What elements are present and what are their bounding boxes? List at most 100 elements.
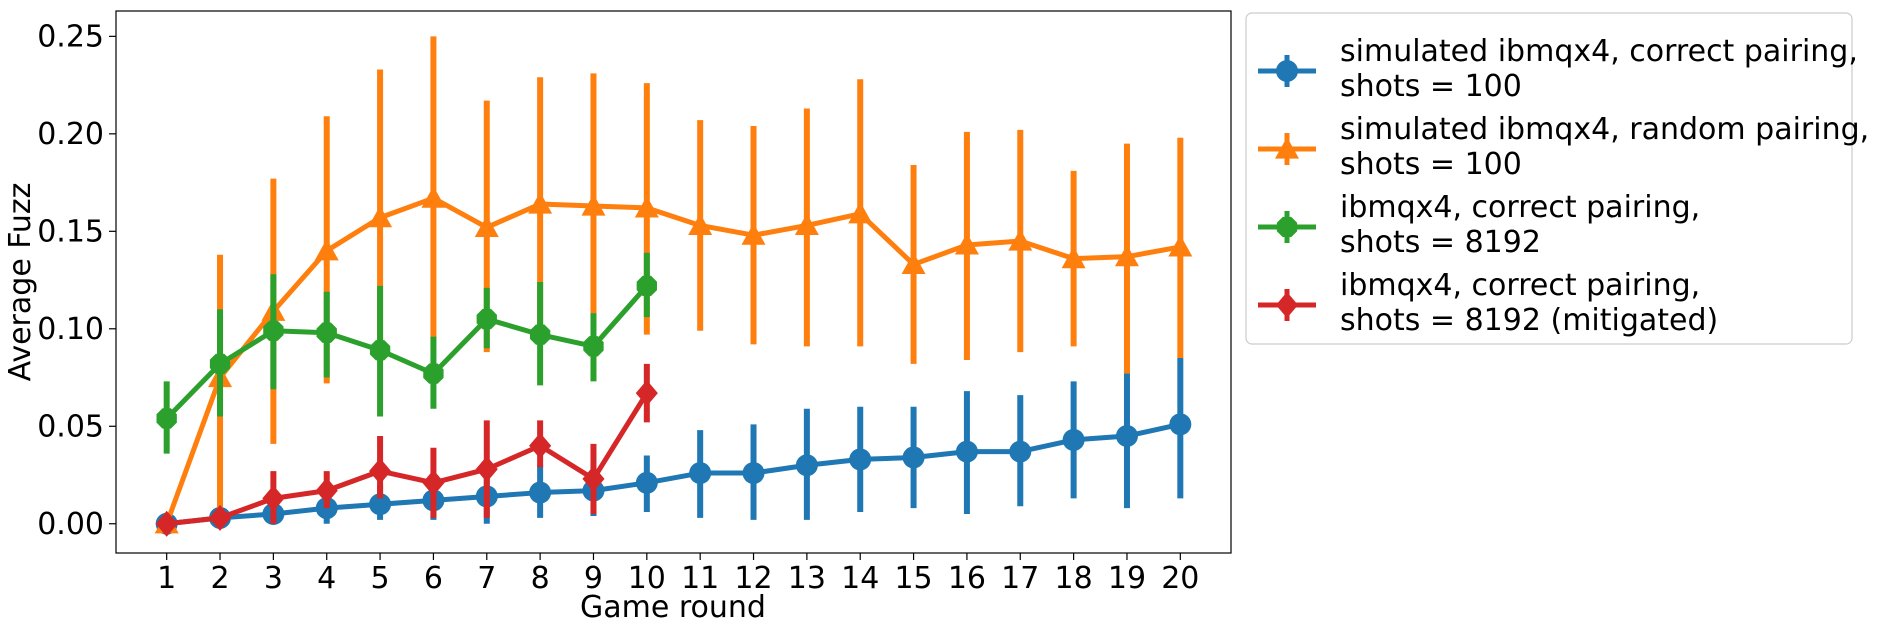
data-point xyxy=(423,363,444,384)
axes: 1 2 3 4 5 6 7 8 9 10 11 12 13 14 15 16 17 18 19 20 0.000.05… xyxy=(3,10,1232,625)
data-point xyxy=(582,465,605,492)
legend-label: shots = 8192 xyxy=(1340,225,1541,260)
x-axis-label: Game round xyxy=(580,590,766,625)
legend-label: shots = 100 xyxy=(1340,147,1522,182)
data-point xyxy=(741,223,766,245)
data-point xyxy=(476,308,497,330)
series-1 xyxy=(155,358,1192,535)
data-point xyxy=(528,192,553,214)
data-point xyxy=(849,448,872,471)
data-point xyxy=(156,408,177,429)
x-tick-label: 15 xyxy=(894,561,932,596)
x-tick-label: 12 xyxy=(734,561,772,596)
data-point xyxy=(208,504,232,531)
x-tick-label: 13 xyxy=(788,561,826,596)
x-tick-label: 16 xyxy=(948,561,986,596)
y-tick-label: 0.15 xyxy=(37,214,104,249)
legend-marker xyxy=(1276,216,1298,238)
series-3 xyxy=(156,252,657,454)
data-point xyxy=(209,353,231,375)
data-point xyxy=(1115,425,1138,448)
data-point xyxy=(316,322,337,343)
series-line xyxy=(166,391,649,527)
legend: simulated ibmqx4, correct pairing,shots … xyxy=(1245,12,1869,345)
legend-marker xyxy=(1276,60,1298,82)
x-tick-label: 8 xyxy=(531,561,550,596)
data-point xyxy=(422,469,445,496)
legend-label: simulated ibmqx4, correct pairing, xyxy=(1340,34,1858,69)
legend-frame xyxy=(1245,12,1853,345)
data-point xyxy=(368,205,393,228)
data-point xyxy=(263,320,284,341)
x-tick-label: 5 xyxy=(371,561,390,596)
data-point xyxy=(421,186,446,208)
x-tick-label: 1 xyxy=(157,561,176,596)
data-point xyxy=(634,195,659,218)
legend-label: ibmqx4, correct pairing, xyxy=(1340,268,1700,303)
data-point xyxy=(529,324,551,345)
y-tick-label: 0.10 xyxy=(37,312,104,347)
data-point xyxy=(1061,246,1086,269)
data-point xyxy=(636,275,657,297)
x-tick-label: 6 xyxy=(424,561,443,596)
data-point xyxy=(314,238,339,261)
x-axis-ticks: 1 2 3 4 5 6 7 8 9 10 11 12 13 14 15 16 17 18 19 20 xyxy=(157,553,1199,596)
data-point xyxy=(1114,244,1139,267)
data-point xyxy=(369,458,392,485)
legend-label: shots = 8192 (mitigated) xyxy=(1340,303,1718,338)
data-point xyxy=(955,440,978,463)
data-point xyxy=(688,213,713,236)
data-point xyxy=(689,462,712,485)
x-tick-label: 17 xyxy=(1001,561,1039,596)
legend-marker xyxy=(1275,292,1299,318)
legend-label: simulated ibmqx4, random pairing, xyxy=(1340,112,1869,147)
data-point xyxy=(848,201,873,224)
y-tick-label: 0.20 xyxy=(37,117,104,152)
legend-label: shots = 100 xyxy=(1340,69,1522,104)
x-tick-label: 11 xyxy=(681,561,719,596)
legend-entry-4: ibmqx4, correct pairing,shots = 8192 (mi… xyxy=(1258,268,1718,338)
data-point xyxy=(742,462,765,485)
series-line xyxy=(164,195,1181,525)
legend-marker xyxy=(1275,137,1299,159)
data-point xyxy=(795,454,818,477)
legend-entry-1: simulated ibmqx4, correct pairing,shots … xyxy=(1258,34,1858,104)
y-axis-label: Average Fuzz xyxy=(3,183,38,382)
x-tick-label: 2 xyxy=(210,561,229,596)
data-point xyxy=(1008,229,1033,251)
x-tick-label: 20 xyxy=(1161,561,1199,596)
data-point xyxy=(901,252,926,275)
data-point xyxy=(315,477,338,504)
y-tick-label: 0.05 xyxy=(37,409,104,444)
x-tick-label: 18 xyxy=(1055,561,1093,596)
data-point xyxy=(635,380,658,407)
data-point xyxy=(583,336,604,357)
data-point xyxy=(474,215,499,238)
series-2 xyxy=(154,36,1193,534)
x-tick-label: 4 xyxy=(317,561,336,596)
data-point xyxy=(581,193,606,216)
data-point xyxy=(1168,234,1193,257)
data-point xyxy=(369,340,391,361)
data-point xyxy=(902,446,925,469)
data-point xyxy=(1009,440,1032,463)
x-tick-label: 7 xyxy=(477,561,496,596)
x-tick-label: 9 xyxy=(584,561,603,596)
data-point xyxy=(954,232,979,255)
x-tick-label: 3 xyxy=(264,561,283,596)
y-tick-label: 0.25 xyxy=(37,19,104,54)
data-point xyxy=(369,493,392,516)
x-tick-label: 19 xyxy=(1108,561,1146,596)
data-point xyxy=(475,456,498,483)
data-point xyxy=(1062,428,1085,451)
legend-entry-3: ibmqx4, correct pairing,shots = 8192 xyxy=(1258,190,1700,260)
y-tick-label: 0.00 xyxy=(37,507,104,542)
plot-area xyxy=(154,36,1193,537)
y-axis-ticks: 0.00 0.05 0.10 0.15 0.20 0.25 xyxy=(37,19,116,542)
data-point xyxy=(529,481,552,504)
data-point xyxy=(262,485,285,512)
legend-entry-2: simulated ibmqx4, random pairing,shots =… xyxy=(1258,112,1869,182)
data-point xyxy=(529,432,552,459)
x-tick-label: 14 xyxy=(841,561,879,596)
